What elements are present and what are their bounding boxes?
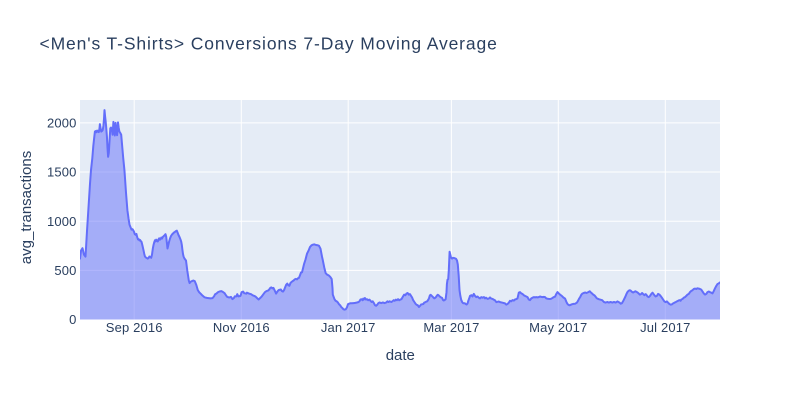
svg-text:Sep 2016: Sep 2016: [106, 320, 163, 335]
svg-text:<Men's T-Shirts> Conversions 7: <Men's T-Shirts> Conversions 7-Day Movin…: [40, 33, 498, 53]
svg-text:avg_transactions: avg_transactions: [18, 151, 35, 264]
svg-text:Jul 2017: Jul 2017: [640, 320, 690, 335]
svg-text:1500: 1500: [47, 165, 77, 180]
svg-text:May 2017: May 2017: [529, 320, 587, 335]
svg-text:Mar 2017: Mar 2017: [423, 320, 479, 335]
svg-text:500: 500: [54, 263, 76, 278]
svg-text:date: date: [386, 347, 415, 364]
svg-text:2000: 2000: [47, 116, 77, 131]
svg-text:Jan 2017: Jan 2017: [321, 320, 376, 335]
svg-text:1000: 1000: [47, 214, 77, 229]
svg-text:0: 0: [69, 312, 76, 327]
svg-text:Nov 2016: Nov 2016: [213, 320, 270, 335]
